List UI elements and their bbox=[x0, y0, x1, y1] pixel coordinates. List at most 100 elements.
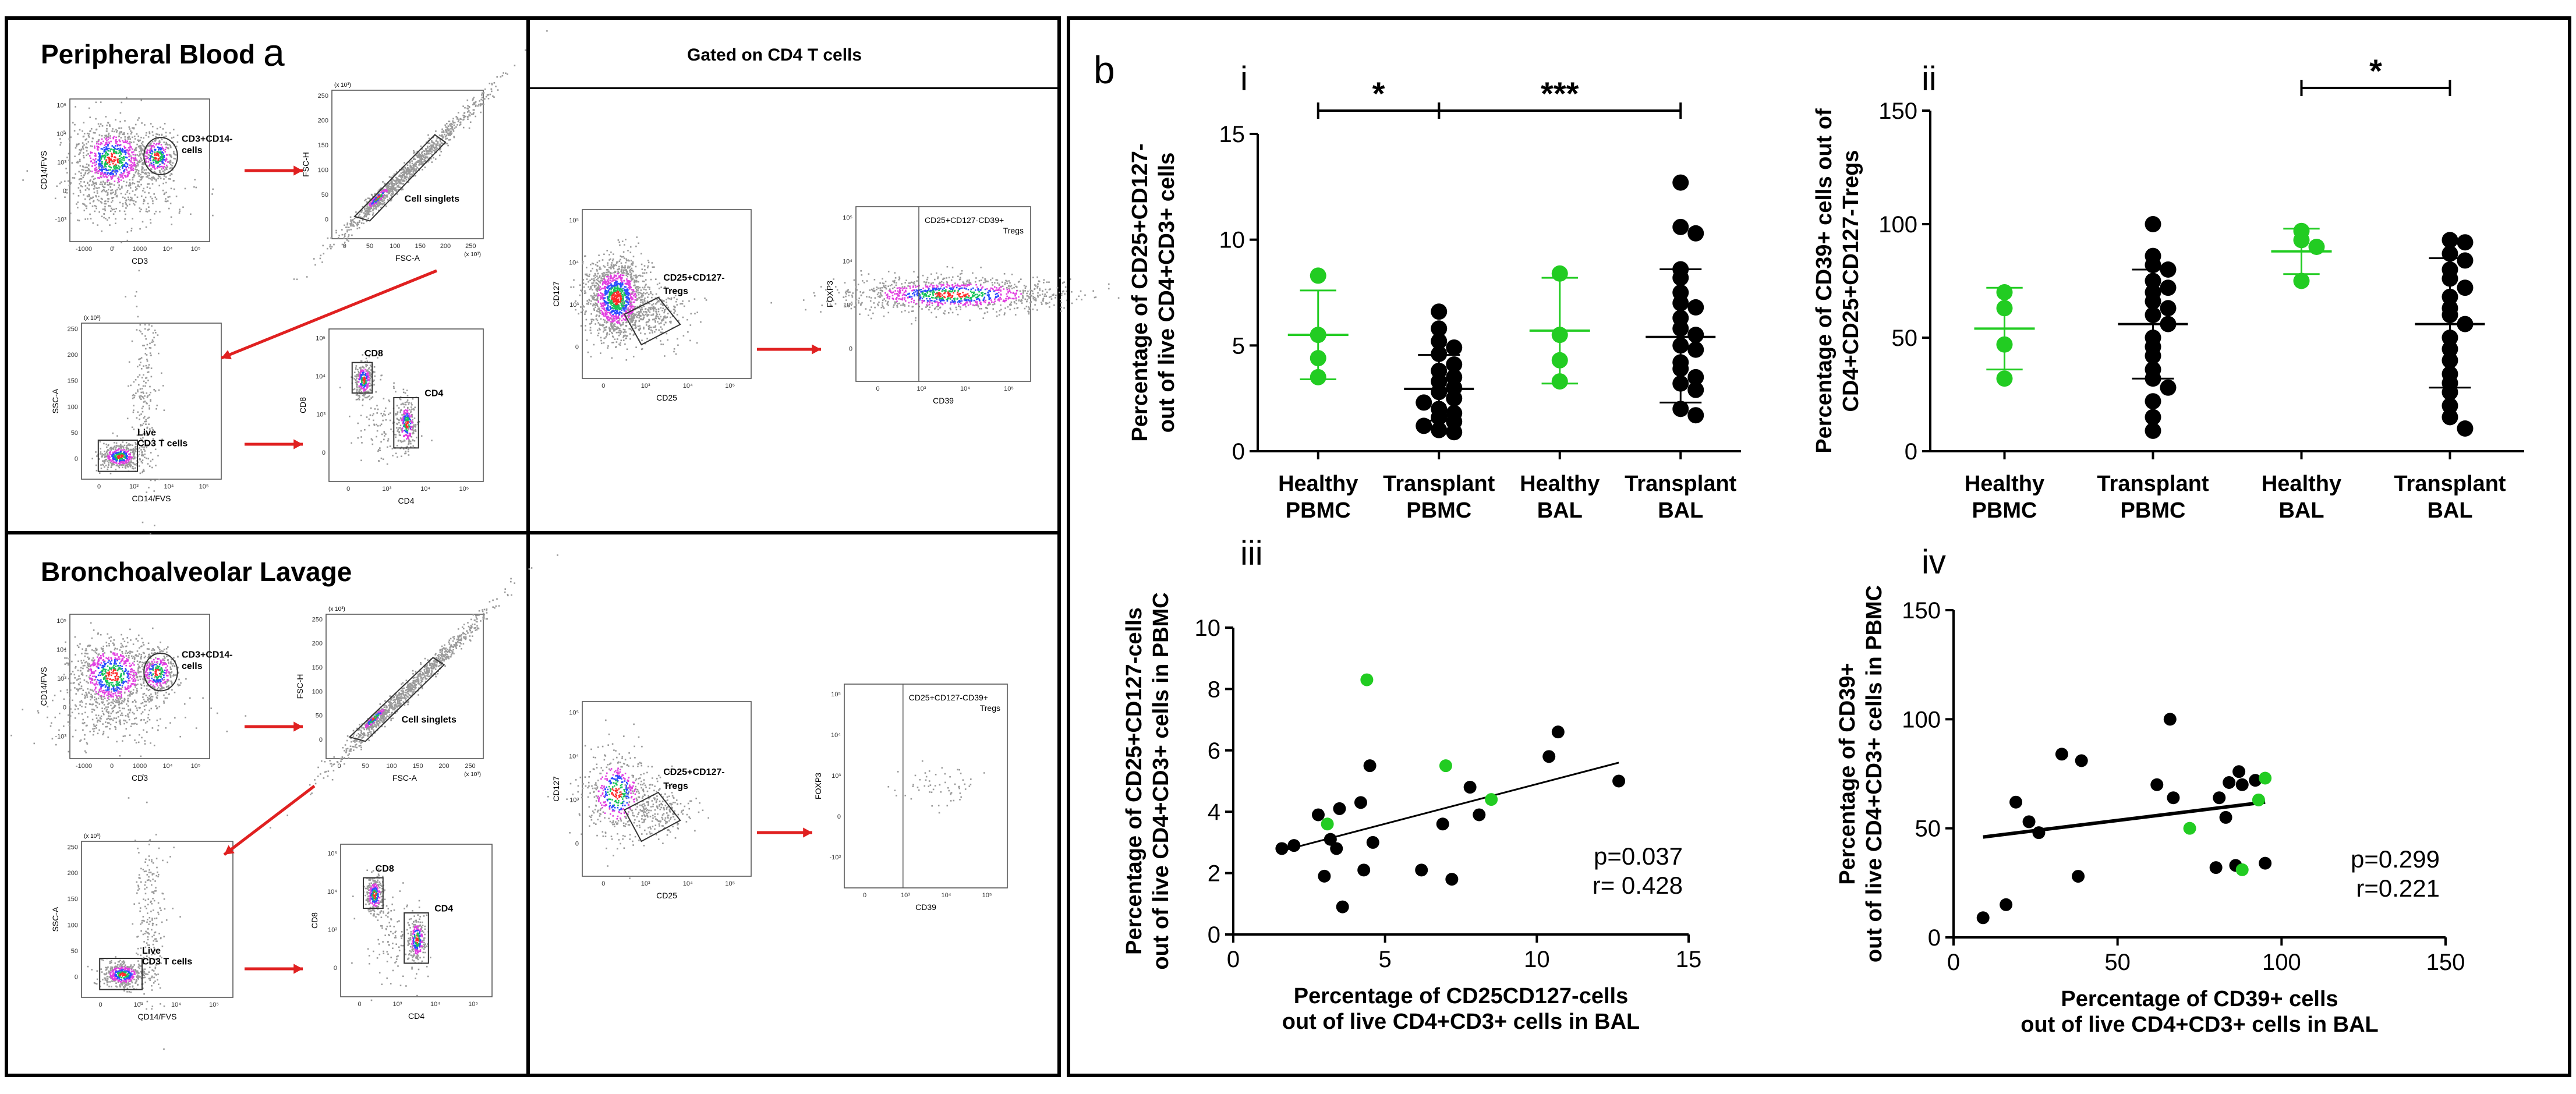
data-point bbox=[1672, 174, 1689, 191]
flow-ytick: -10³ bbox=[55, 217, 66, 224]
flow-ylabel: CD127 bbox=[551, 281, 561, 307]
flow-ytick: 100 bbox=[68, 403, 78, 410]
flow-ylabel: CD14/FVS bbox=[39, 151, 48, 190]
flow-xtick: 0 bbox=[98, 1001, 102, 1008]
y-tick-label: 2 bbox=[1208, 861, 1220, 887]
flow-ytick: 200 bbox=[318, 117, 328, 124]
flow-xtick: 150 bbox=[415, 243, 425, 250]
gate-label: Tregs bbox=[1003, 226, 1024, 235]
flow-ytick: 200 bbox=[68, 870, 78, 877]
gate-label: Cell singlets bbox=[405, 194, 459, 204]
data-point-transplant bbox=[1976, 911, 1990, 925]
data-point-transplant bbox=[1445, 873, 1459, 886]
row-title-bal: Bronchoalveolar Lavage bbox=[41, 557, 352, 587]
flow-ytick: 250 bbox=[318, 93, 328, 100]
data-point bbox=[2457, 279, 2474, 296]
y-tick-label: 150 bbox=[1902, 598, 1941, 624]
gating-arrow bbox=[221, 269, 437, 360]
gating-arrow bbox=[757, 344, 821, 355]
data-point-transplant bbox=[1436, 817, 1449, 831]
flow-ylabel: CD8 bbox=[310, 912, 319, 929]
flow-plot-p6: 010³10⁴10⁵10⁵10⁴10³0CD39FOXP3CD25+CD127-… bbox=[770, 206, 1120, 405]
data-point-transplant bbox=[1357, 863, 1371, 877]
flow-ytick: 0 bbox=[63, 188, 66, 195]
gate-rect bbox=[404, 912, 429, 964]
x-tick-label: 50 bbox=[2104, 950, 2131, 975]
flow-ytick: 0 bbox=[849, 346, 852, 353]
flow-ytick: 50 bbox=[71, 430, 78, 437]
data-point-healthy bbox=[2183, 822, 2196, 835]
flow-ytick: 10⁵ bbox=[316, 335, 325, 342]
population-cloud bbox=[128, 774, 181, 1050]
category-label: Transplant bbox=[2394, 472, 2506, 496]
flow-ytick: 10⁵ bbox=[569, 217, 579, 224]
panel-a-letter: a bbox=[263, 31, 285, 74]
data-point-transplant bbox=[2213, 791, 2226, 805]
gate-rect bbox=[351, 362, 373, 394]
chart-ii: ii050100150HealthyPBMCTransplantPBMCHeal… bbox=[1812, 52, 2524, 523]
flow-ytick: 250 bbox=[68, 844, 78, 851]
flow-plot-p4: 0 10³ 10⁴ 10⁵ 10⁵ 10⁴ 10³ 0 CD4 CD8 CD8 CD4 bbox=[298, 328, 484, 505]
flow-xtick: -1000 bbox=[76, 246, 92, 253]
flow-xtick: 10⁴ bbox=[163, 246, 173, 253]
flow-xtick: 10⁵ bbox=[459, 486, 469, 493]
data-point bbox=[1431, 422, 1448, 438]
flow-xtick: 10³ bbox=[917, 385, 926, 392]
y-axis-label: out of live CD4+CD3+ cells bbox=[1155, 153, 1179, 433]
y-tick-label: 0 bbox=[1232, 439, 1245, 465]
data-point bbox=[2293, 272, 2310, 289]
flow-ytick: 10⁵ bbox=[56, 618, 66, 625]
flow-ytick: 0 bbox=[322, 449, 325, 456]
flow-xtick: 10⁵ bbox=[209, 1001, 219, 1008]
flow-ytick: 50 bbox=[316, 713, 323, 720]
chart-i: i051015HealthyPBMCTransplantPBMCHealthyB… bbox=[1128, 60, 1741, 523]
flow-ytick: 250 bbox=[68, 325, 78, 332]
stat-label: r=0.221 bbox=[2356, 875, 2440, 902]
flow-yunit: (x 10³) bbox=[84, 833, 101, 840]
data-point-transplant bbox=[2009, 795, 2023, 809]
chart-iv: iv 0 50 100 150 0 50 100 150 Percentage of CD39+ … bbox=[1835, 543, 2465, 1037]
flow-ylabel: SSC-A bbox=[51, 388, 60, 413]
data-point bbox=[2160, 279, 2177, 296]
chart-panel-label: ii bbox=[1922, 60, 1937, 98]
flow-xtick: 0 bbox=[601, 383, 605, 390]
data-point-transplant bbox=[2022, 815, 2036, 829]
flow-xlabel: CD4 bbox=[398, 496, 414, 505]
flow-plot-p5: 0 10³ 10⁴ 10⁵ 10⁵ 10⁴ 10³ 0 CD25 CD127 CD25+CD127-… bbox=[551, 209, 752, 402]
panel-a-frame bbox=[5, 16, 1061, 1077]
data-point-transplant bbox=[1542, 750, 1556, 763]
flow-xtick: 200 bbox=[438, 763, 449, 770]
y-tick-label: 0 bbox=[1928, 925, 1941, 951]
significance-bracket: * bbox=[2300, 52, 2451, 96]
data-point bbox=[1446, 339, 1463, 356]
y-tick-label: 4 bbox=[1208, 799, 1220, 825]
flow-ytick: -10³ bbox=[55, 733, 66, 740]
y-axis-label: CD4+CD25+CD127-Tregs bbox=[1839, 150, 1863, 412]
flow-ytick: 150 bbox=[68, 896, 78, 903]
data-point-transplant bbox=[2163, 713, 2177, 726]
flow-ytick: 10⁵ bbox=[569, 710, 579, 717]
flow-xtick: 0 bbox=[110, 246, 114, 253]
gate-ellipse bbox=[143, 137, 178, 175]
group-transplant-bal bbox=[1646, 174, 1716, 424]
gate-polygon bbox=[624, 296, 681, 346]
flow-ytick: 50 bbox=[71, 948, 78, 955]
category-label: Healthy bbox=[1520, 472, 1600, 496]
data-point-healthy bbox=[1360, 673, 1374, 686]
flow-xtick: 0 bbox=[337, 763, 341, 770]
gated-header: Gated on CD4 T cells bbox=[687, 45, 862, 65]
category-label: Transplant bbox=[1625, 472, 1736, 496]
population-cloud bbox=[44, 97, 176, 215]
flow-xtick: 10⁵ bbox=[191, 246, 201, 253]
stat-label: p=0.299 bbox=[2351, 845, 2440, 873]
flow-xtick: 100 bbox=[386, 763, 397, 770]
flow-xtick: 10⁵ bbox=[725, 383, 735, 390]
gate-rect bbox=[97, 440, 138, 472]
group-healthy-bal bbox=[1529, 265, 1590, 390]
flow-xunit: (x 10³) bbox=[464, 771, 481, 778]
gate-label: CD3+CD14- bbox=[182, 650, 233, 660]
data-point bbox=[2145, 216, 2161, 232]
gate-ellipse bbox=[143, 652, 178, 692]
data-point-transplant bbox=[1287, 839, 1301, 852]
y-tick-label: 0 bbox=[1905, 439, 1917, 465]
